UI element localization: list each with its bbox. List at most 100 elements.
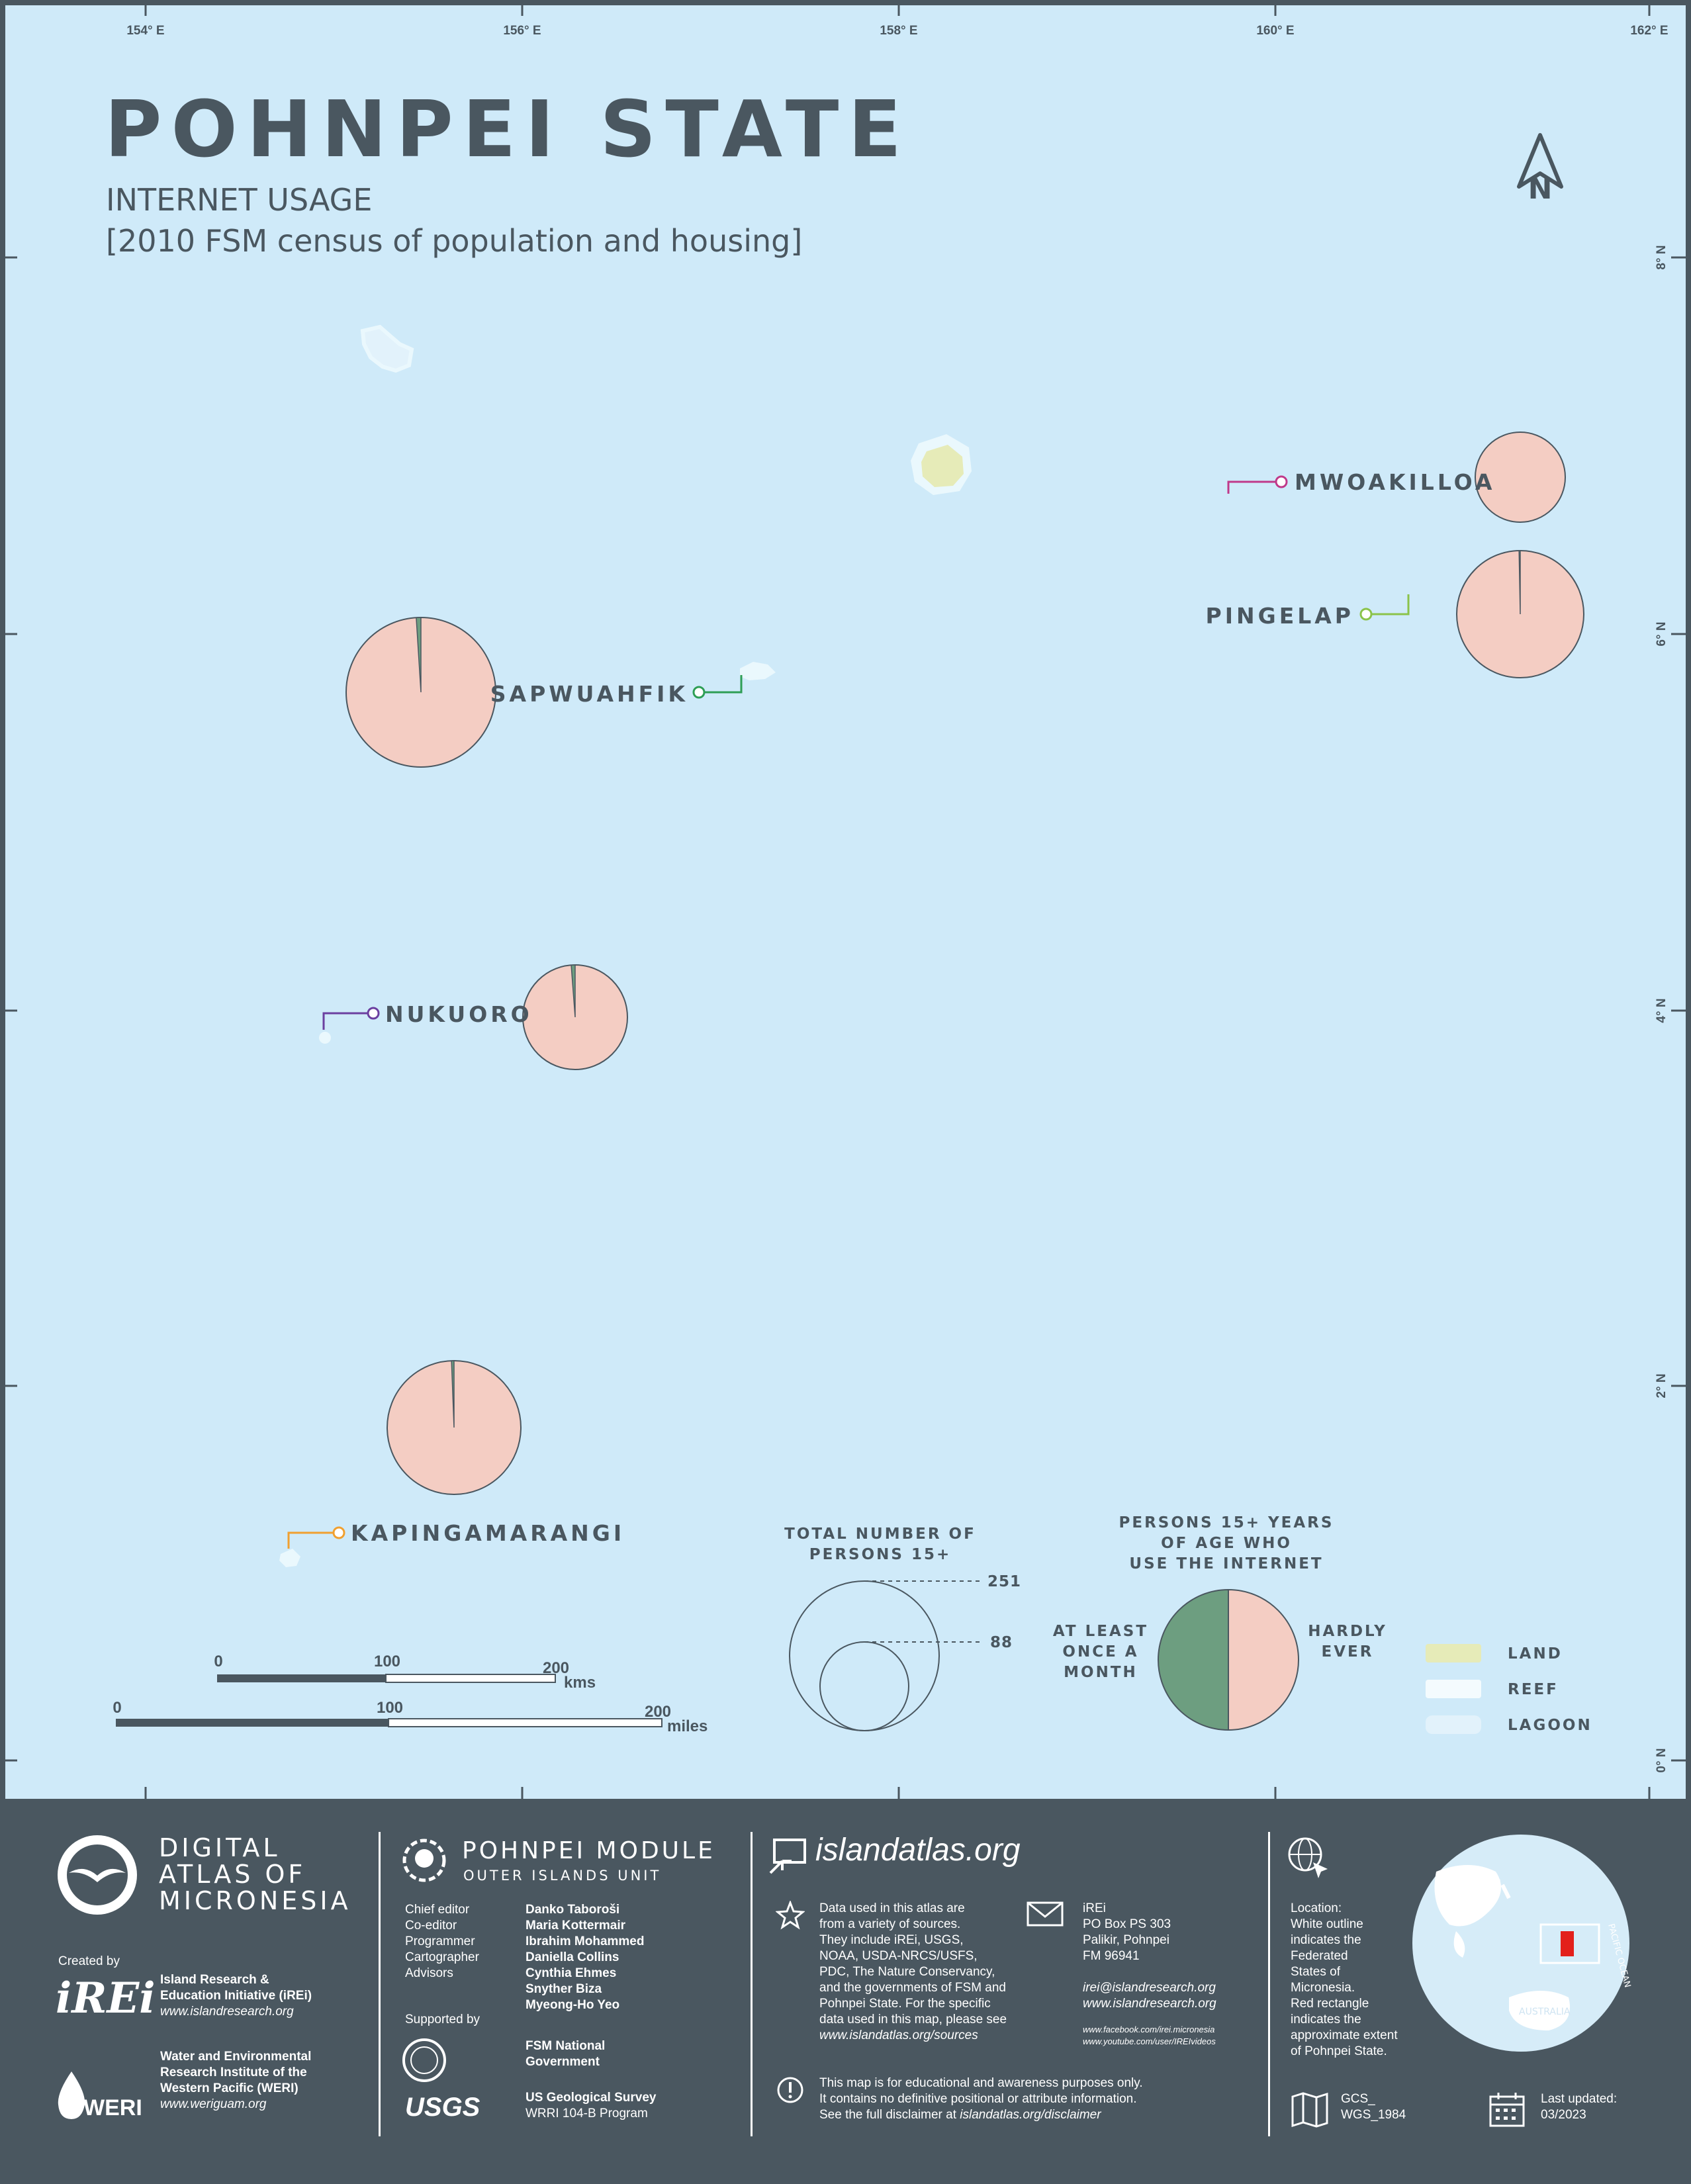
envelope-icon [1027,1901,1064,1927]
website-link[interactable]: islandatlas.org [815,1833,1021,1868]
scale-bar-miles: 0 100 200 miles [113,1699,708,1735]
scale-kms-unit: kms [564,1674,596,1692]
disclaimer-line2: It contains no definitive positional or … [819,2092,1137,2106]
legend-value-251: 251 [987,1573,1021,1590]
legend-right-line2: EVER [1322,1643,1374,1661]
irei-name-line2: Education Initiative (iREi) [160,1989,312,2003]
lon-label-162: 162° E [1630,24,1668,38]
swatch-label-land: LAND [1508,1645,1563,1662]
calendar-icon [1489,2093,1525,2127]
legend-size-title-line1: TOTAL NUMBER OF [784,1525,976,1543]
legend-pie-title-line2: OF AGE WHO [1161,1535,1292,1552]
legend-left-line3: MONTH [1064,1664,1138,1681]
person-2: Maria Kottermair [526,1919,625,1933]
contact-city: Palikir, Pohnpei [1083,1933,1169,1947]
website-icon [769,1839,806,1874]
disclaimer-prefix: See the full disclaimer at [819,2108,960,2122]
role-cartographer: Cartographer [405,1950,479,1964]
contact-pobox: PO Box PS 303 [1083,1917,1171,1931]
legend-pie: PERSONS 15+ YEARS OF AGE WHO USE THE INT… [1053,1514,1385,1731]
contact-email[interactable]: irei@islandresearch.org [1083,1981,1216,1995]
leader-lines [287,475,1410,1549]
map-source: [2010 FSM census of population and housi… [106,223,802,259]
scale-kms-tick-0: 0 [214,1653,222,1670]
map-subtitle: INTERNET USAGE [106,182,372,218]
swatch-reef [1426,1680,1481,1698]
location-note-line5: States of [1291,1965,1340,1979]
leader-dot-mwoakilloa [1275,475,1288,488]
module-logo-icon [402,1839,446,1882]
data-note-url[interactable]: www.islandatlas.org/sources [819,2028,978,2042]
person-3: Ibrahim Mohammed [526,1934,645,1948]
disclaimer-url[interactable]: islandatlas.org/disclaimer [960,2108,1101,2122]
map-title: POHNPEI STATE [105,83,911,175]
lon-label-158: 158° E [880,24,917,38]
leader-kapingamarangi [287,1531,339,1549]
atlas-logo-icon [58,1835,137,1915]
swatch-label-reef: REEF [1508,1681,1559,1698]
location-note-line3: indicates the [1291,1933,1361,1947]
person-7: Myeong-Ho Yeo [526,1998,620,2012]
lat-label-0: 0° N [1655,1748,1668,1772]
legend-swatches: LAND REEF LAGOON [1426,1644,1590,1734]
weri-name-line2: Research Institute of the [160,2066,307,2079]
role-chief-editor: Chief editor [405,1903,470,1917]
module-title: POHNPEI MODULE [462,1837,715,1864]
atlas-name-line1: DIGITAL [159,1833,281,1862]
pie-sapwuahfik-at-least-once-a-month [416,617,422,693]
role-co-editor: Co-editor [405,1919,457,1933]
leader-dot-kapingamarangi [332,1526,345,1539]
projection-line1: GCS_ [1341,2092,1375,2106]
globe-label-australia: AUSTRALIA [1519,2007,1571,2017]
island-kapingamarangi [279,1549,300,1567]
data-note-line4: NOAA, USDA-NRCS/USFS, [819,1949,978,1963]
islands [279,324,972,1567]
map-projection-icon [1291,2092,1328,2128]
location-note-line1: Location: [1291,1901,1342,1915]
weri-name-line3: Western Pacific (WERI) [160,2081,298,2095]
swatch-land [1426,1644,1481,1662]
map-frame: 154° E 156° E 158° E 160° E 162° E 8° N … [0,0,1691,1804]
irei-url[interactable]: www.islandresearch.org [160,2005,294,2019]
scale-miles-unit: miles [667,1717,708,1735]
legend-slice-at-least-once-a-month [1158,1588,1229,1731]
north-arrow [1517,133,1563,189]
weri-url[interactable]: www.weriguam.org [160,2097,267,2111]
usgs-logo: USGS [405,2093,480,2122]
weri-logo: WERI [83,2095,142,2120]
locator-globe: PACIFIC OCEAN AUSTRALIA [1412,1835,1632,2052]
location-note-line8: indicates the [1291,2013,1361,2026]
contact-web[interactable]: www.islandresearch.org [1083,1997,1216,2011]
person-6: Snyther Biza [526,1982,602,1996]
last-updated-value: 03/2023 [1541,2108,1586,2122]
footer-divider-3 [1268,1832,1270,2136]
role-advisors: Advisors [405,1966,453,1980]
location-note-line7: Red rectangle [1291,1997,1369,2011]
atlas-name-line3: MICRONESIA [159,1886,351,1915]
contact-youtube[interactable]: www.youtube.com/user/IREIvideos [1083,2036,1216,2046]
contact-org: iREi [1083,1901,1106,1915]
person-5: Cynthia Ehmes [526,1966,617,1980]
pie-kapingamarangi-at-least-once-a-month [451,1360,455,1428]
scale-kms-tick-100: 100 [374,1653,400,1670]
pie-pingelap-at-least-once-a-month [1518,550,1521,615]
role-programmer: Programmer [405,1934,475,1948]
supporter-fsm-line1: FSM National [526,2039,606,2053]
data-note-line6: and the governments of FSM and [819,1981,1006,1995]
supporter-usgs: US Geological Survey [526,2091,657,2105]
island-pohnpei-land [921,445,964,487]
contact-facebook[interactable]: www.facebook.com/irei.micronesia [1083,2025,1215,2034]
label-kapingamarangi: KAPINGAMARANGI [351,1520,625,1546]
legend-slice-hardly-ever [1228,1588,1299,1731]
scale-kms-tick-200: 200 [543,1659,569,1677]
legend-left-line1: AT LEAST [1053,1623,1148,1640]
scale-miles-tick-200: 200 [645,1703,671,1721]
legend-pie-title-line1: PERSONS 15+ YEARS [1119,1514,1334,1531]
swatch-lagoon [1426,1715,1481,1734]
location-note-line2: White outline [1291,1917,1363,1931]
person-4: Daniella Collins [526,1950,619,1964]
pie-nukuoro-at-least-once-a-month [571,964,576,1018]
lon-label-156: 156° E [503,24,541,38]
leader-pingelap [1366,594,1410,615]
scale-miles-tick-0: 0 [113,1699,121,1717]
